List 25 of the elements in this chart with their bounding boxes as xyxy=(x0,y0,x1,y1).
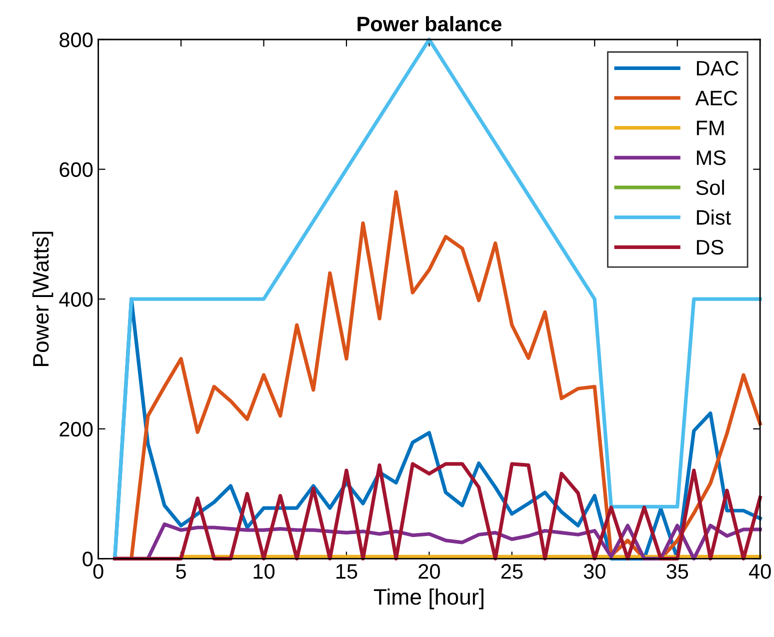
x-tick-label: 20 xyxy=(418,564,440,579)
legend-label: Sol xyxy=(696,180,724,195)
y-tick-label: 600 xyxy=(60,162,93,178)
legend-label: DAC xyxy=(696,60,738,76)
x-tick-label: 25 xyxy=(501,564,523,579)
legend-label: AEC xyxy=(695,90,738,106)
line-series xyxy=(113,462,762,560)
legend-label: MS xyxy=(696,150,726,166)
x-tick-label: 35 xyxy=(666,564,688,579)
legend-label: FM xyxy=(696,120,724,136)
y-tick-label: 0 xyxy=(82,552,93,566)
y-axis-title: Power [Watts] xyxy=(32,232,54,366)
x-tick-label: 30 xyxy=(584,564,606,579)
x-tick-label: 40 xyxy=(748,564,771,579)
x-tick-label: 5 xyxy=(176,564,186,579)
y-tick-label: 800 xyxy=(60,32,93,48)
chart-title: Power balance xyxy=(358,16,502,32)
x-axis-title: Time [hour] xyxy=(374,588,484,610)
legend-label: Dist xyxy=(696,210,731,225)
x-tick-label: 15 xyxy=(336,564,358,579)
y-tick-label: 400 xyxy=(59,292,93,307)
x-tick-label: 0 xyxy=(93,564,104,579)
y-tick-label: 200 xyxy=(60,422,93,437)
legend-label: DS xyxy=(696,240,724,255)
x-tick-label: 10 xyxy=(254,564,275,579)
